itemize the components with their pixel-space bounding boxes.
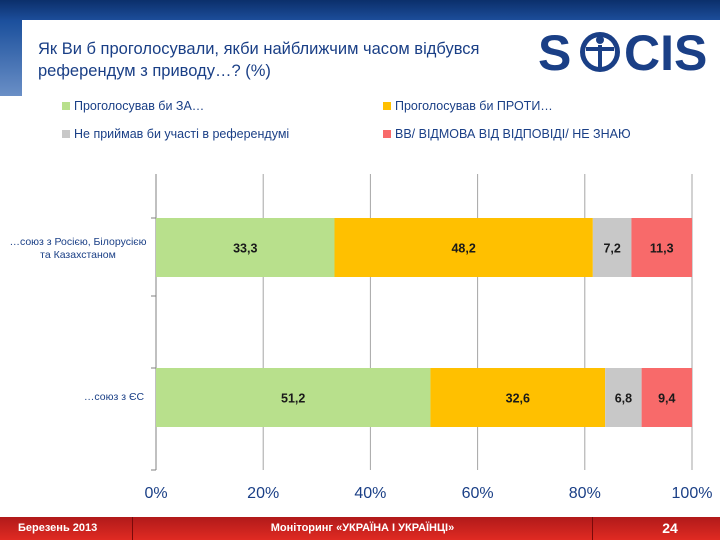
legend-swatch-for xyxy=(62,101,70,110)
data-label: 51,2 xyxy=(281,392,305,406)
x-tick-label: 20% xyxy=(247,485,279,502)
data-label: 6,8 xyxy=(615,392,632,406)
socis-logo: S CIS xyxy=(538,25,707,78)
x-tick-label: 40% xyxy=(354,485,386,502)
bar-segment xyxy=(605,368,642,427)
bar-segment xyxy=(631,218,692,277)
data-label: 32,6 xyxy=(506,392,530,406)
footer-title: Моніторинг «УКРАЇНА І УКРАЇНЦІ» xyxy=(270,522,455,534)
category-label: та Казахстаном xyxy=(40,249,116,261)
footer-date: Березень 2013 xyxy=(18,522,98,534)
legend-item-against: Проголосував би ПРОТИ… xyxy=(383,99,553,113)
footer-divider xyxy=(132,517,133,540)
footer-bar: Березень 2013 Моніторинг «УКРАЇНА І УКРА… xyxy=(0,517,720,540)
page-number: 24 xyxy=(662,520,678,536)
bar-segment xyxy=(641,368,692,427)
x-tick-label: 100% xyxy=(672,485,713,502)
legend-swatch-dk xyxy=(383,129,391,138)
data-label: 11,3 xyxy=(650,242,674,256)
category-label: …союз з Росією, Білорусією xyxy=(9,236,146,248)
legend-swatch-abstain xyxy=(62,129,70,138)
x-tick-label: 60% xyxy=(462,485,494,502)
bar-segment xyxy=(592,218,632,277)
svg-text:S: S xyxy=(538,25,571,78)
data-label: 33,3 xyxy=(233,242,257,256)
page-title: Як Ви б проголосували, якби найближчим ч… xyxy=(38,40,480,80)
svg-text:CIS: CIS xyxy=(624,25,707,78)
side-accent-bar xyxy=(0,20,22,96)
data-label: 9,4 xyxy=(658,392,675,406)
legend-swatch-against xyxy=(383,101,391,110)
bar-segment xyxy=(156,368,431,427)
x-tick-label: 80% xyxy=(569,485,601,502)
category-label: …союз з ЄС xyxy=(84,391,145,403)
footer-divider xyxy=(592,517,593,540)
x-tick-label: 0% xyxy=(144,485,167,502)
legend-item-for: Проголосував би ЗА… xyxy=(62,99,204,113)
header-bar xyxy=(0,0,720,20)
legend-item-dk: ВВ/ ВІДМОВА ВІД ВІДПОВІДІ/ НЕ ЗНАЮ xyxy=(383,127,631,141)
bar-segment xyxy=(334,218,593,277)
data-label: 48,2 xyxy=(451,242,475,256)
bar-segment xyxy=(430,368,606,427)
data-label: 7,2 xyxy=(603,242,620,256)
legend-item-abstain: Не приймав би участі в референдумі xyxy=(62,127,289,141)
stacked-bar-chart: 0% 20% 40% 60% 80% 100% 33,3 48,2 7,2 11,3 51,2 32,… xyxy=(9,174,713,502)
bar-segment xyxy=(156,218,335,277)
